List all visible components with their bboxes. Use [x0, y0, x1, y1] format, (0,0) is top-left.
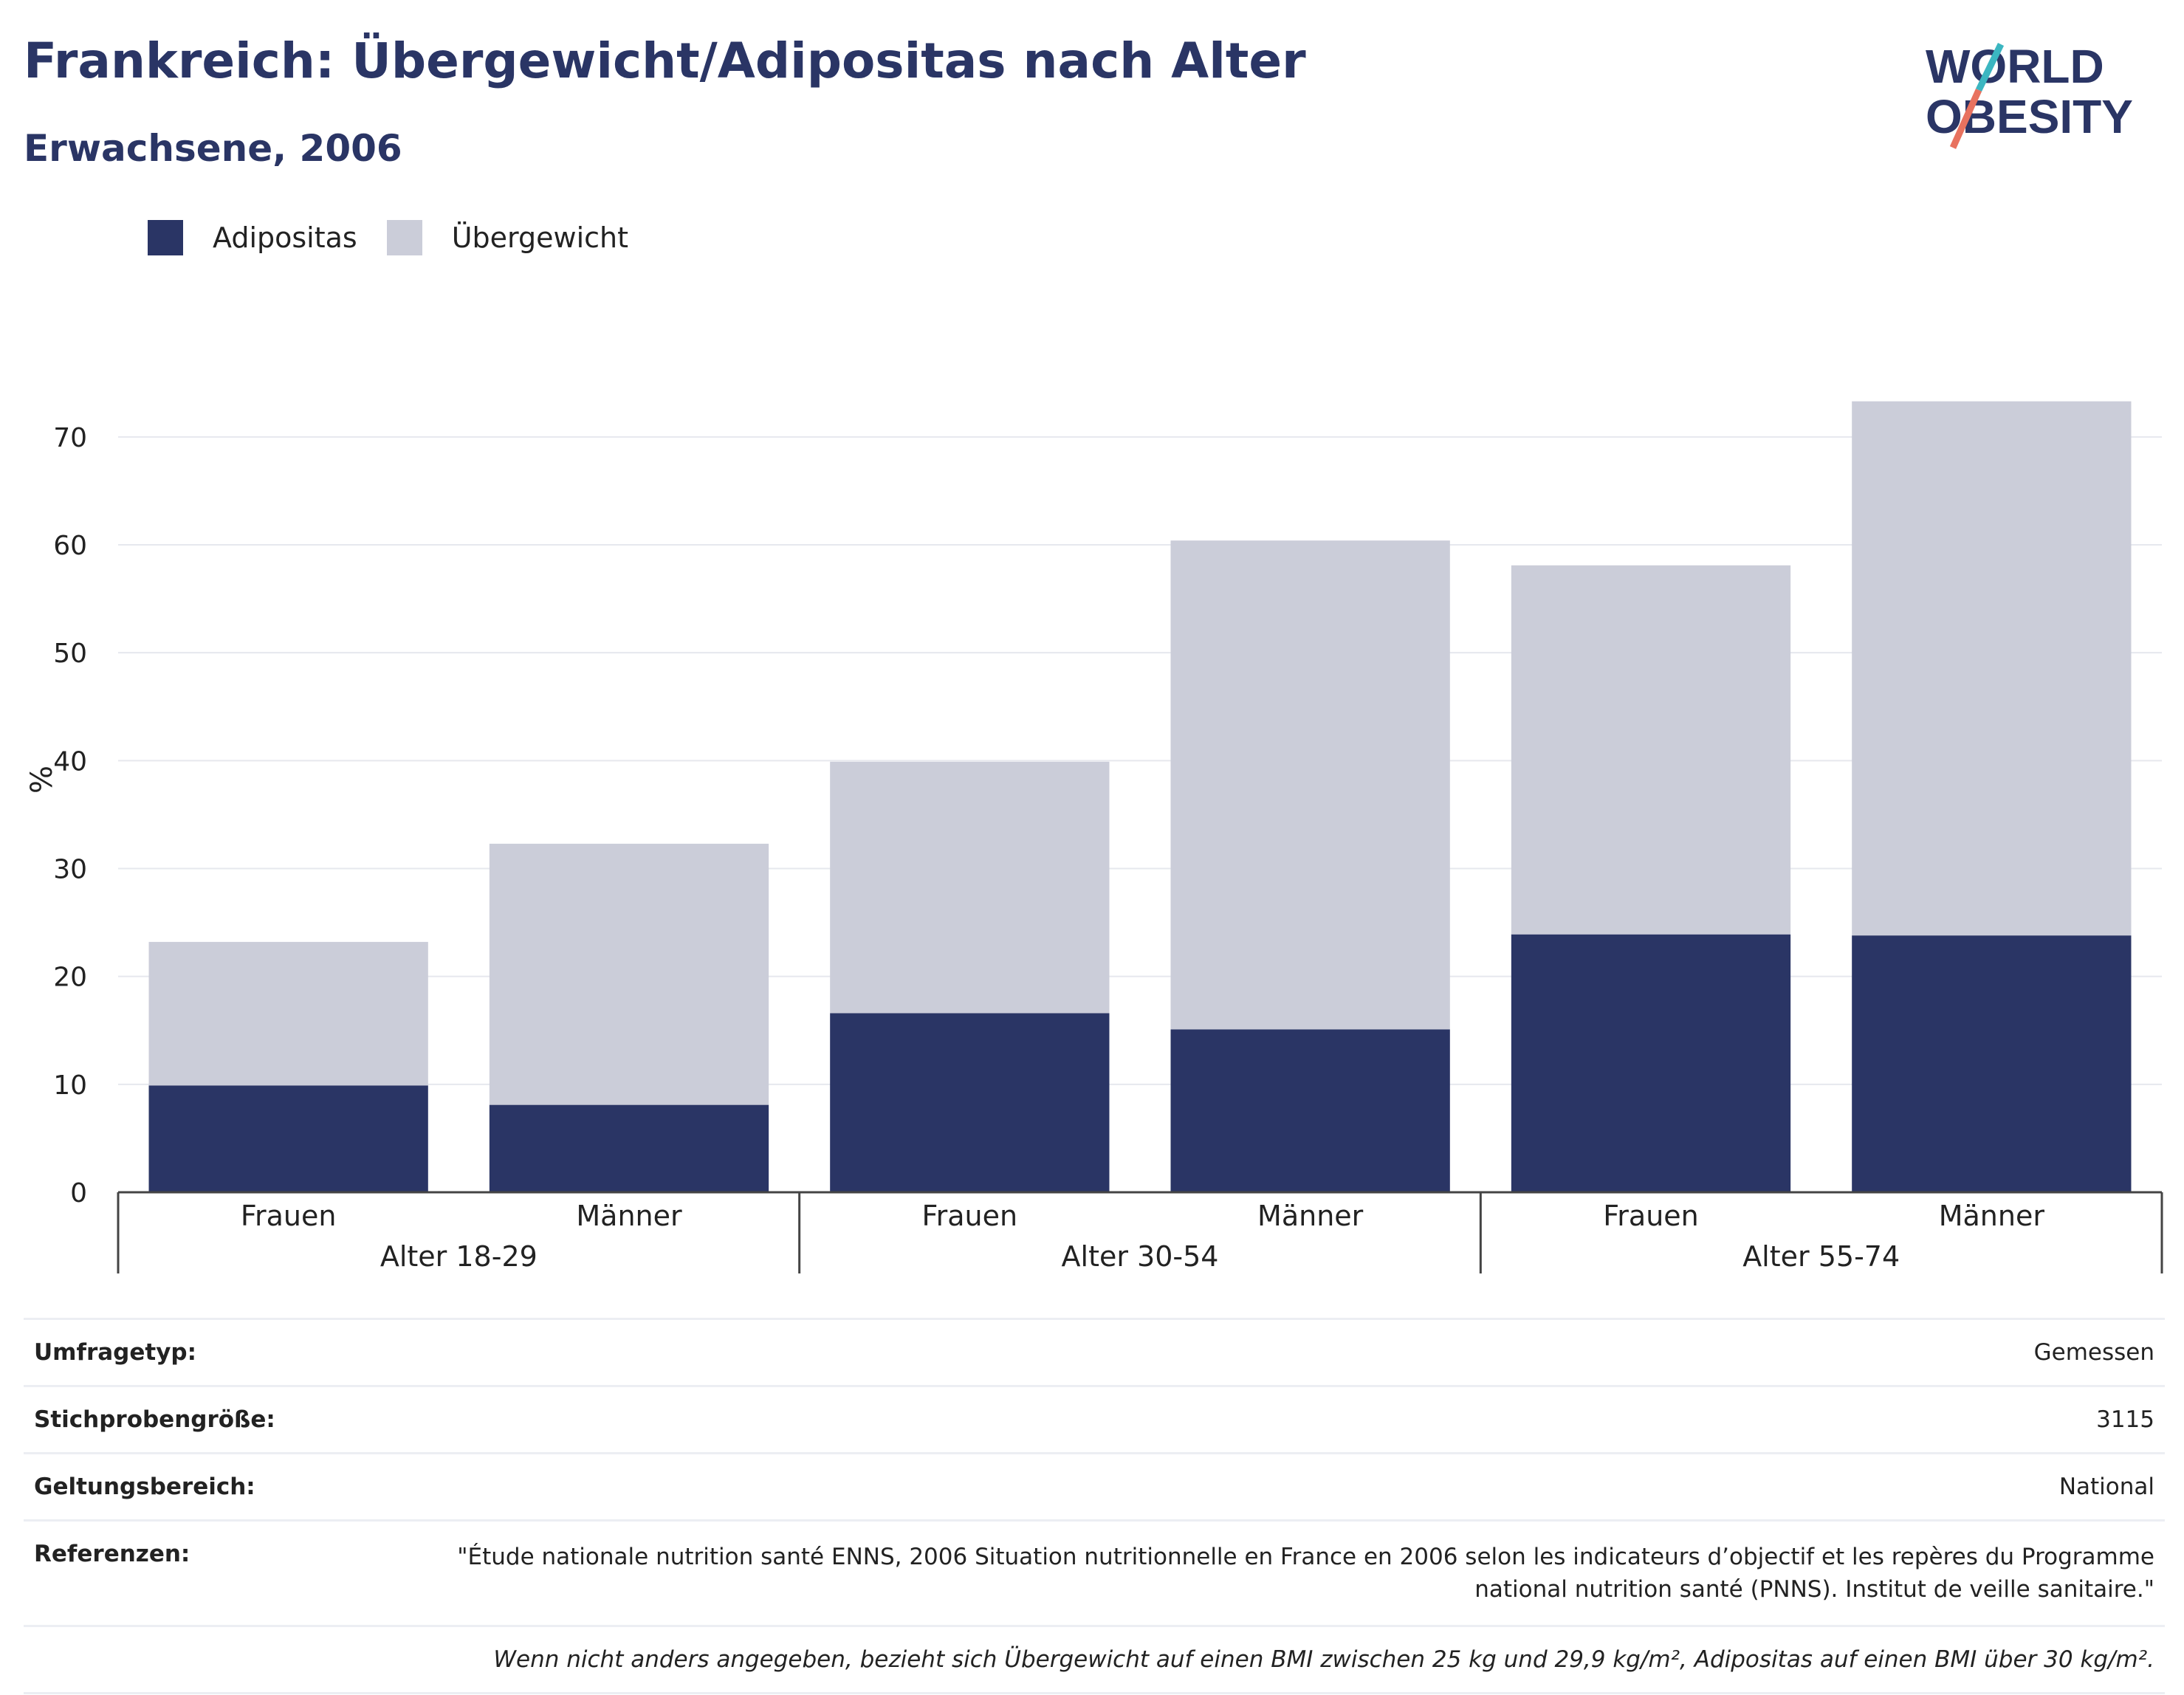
definition-note: Wenn nicht anders angegeben, bezieht sic…	[493, 1646, 2154, 1673]
world-obesity-logo: WORLD OBESITY	[1926, 40, 2133, 149]
bar-adipositas	[148, 1085, 428, 1192]
survey-type-label: Umfragetyp:	[34, 1339, 196, 1366]
references-label: Referenzen:	[34, 1541, 190, 1567]
y-tick-label: 10	[53, 1070, 87, 1101]
y-tick-label: 0	[70, 1178, 87, 1208]
y-tick-label: 30	[53, 855, 87, 885]
bar-adipositas	[1170, 1029, 1450, 1192]
y-tick-label: 50	[53, 639, 87, 669]
survey-type-value: Gemessen	[2033, 1339, 2154, 1366]
bar-uebergewicht	[1170, 540, 1450, 1030]
bar-adipositas	[830, 1013, 1110, 1192]
x-tick-label: Frauen	[1603, 1200, 1699, 1232]
bar-uebergewicht	[1852, 401, 2132, 936]
y-tick-label: 60	[53, 531, 87, 561]
y-tick-label: 40	[53, 746, 87, 777]
scope-label: Geltungsbereich:	[34, 1474, 255, 1500]
legend: Adipositas Übergewicht	[148, 220, 658, 255]
group-label: Alter 55-74	[1742, 1240, 1900, 1273]
y-axis-label: %	[25, 766, 59, 794]
logo-slash-coral	[1949, 89, 1982, 149]
stacked-bar-chart: 0 10 20 30 40 50 60 70% Frauen Männer Frauen Männer…	[25, 401, 2163, 1273]
bar-adipositas	[1511, 934, 1791, 1192]
y-tick-label: 20	[53, 963, 87, 993]
info-row-survey-type: Umfragetyp: Gemessen	[24, 1318, 2165, 1385]
references-value: "Étude nationale nutrition santé ENNS, 2…	[457, 1544, 2154, 1603]
x-tick-label: Männer	[1257, 1200, 1364, 1232]
group-label: Alter 18-29	[380, 1240, 538, 1273]
legend-item-adipositas[interactable]: Adipositas	[148, 220, 357, 255]
bar-uebergewicht	[489, 843, 769, 1105]
legend-swatch-uebergewicht	[386, 220, 422, 255]
logo-slash-teal	[1975, 43, 2005, 92]
chart-subtitle: Erwachsene, 2006	[24, 127, 402, 170]
info-table: Umfragetyp: Gemessen Stichprobengröße: 3…	[24, 1318, 2165, 1694]
info-row-sample-size: Stichprobengröße: 3115	[24, 1385, 2165, 1452]
sample-size-value: 3115	[2096, 1406, 2154, 1433]
bar-uebergewicht	[830, 761, 1110, 1014]
bar-uebergewicht	[1511, 565, 1791, 935]
x-tick-label: Frauen	[922, 1200, 1018, 1232]
sample-size-label: Stichprobengröße:	[34, 1406, 275, 1433]
info-row-references: Referenzen: "Étude nationale nutrition s…	[24, 1519, 2165, 1625]
chart-title: Frankreich: Übergewicht/Adipositas nach …	[24, 32, 1306, 89]
scope-value: National	[2058, 1474, 2154, 1500]
bar-adipositas	[1852, 935, 2132, 1192]
bar-uebergewicht	[148, 941, 428, 1086]
legend-label-adipositas: Adipositas	[213, 221, 357, 254]
bar-adipositas	[489, 1104, 769, 1192]
legend-label-uebergewicht: Übergewicht	[451, 221, 628, 254]
info-row-note: Wenn nicht anders angegeben, bezieht sic…	[24, 1625, 2165, 1694]
legend-swatch-adipositas	[148, 220, 183, 255]
x-tick-label: Frauen	[241, 1200, 337, 1232]
info-row-scope: Geltungsbereich: National	[24, 1452, 2165, 1519]
y-tick-label: 70	[53, 423, 87, 453]
x-tick-label: Männer	[576, 1200, 682, 1232]
legend-item-uebergewicht[interactable]: Übergewicht	[386, 220, 628, 255]
logo-line1: WORLD	[1926, 40, 2104, 93]
x-tick-label: Männer	[1939, 1200, 2045, 1232]
group-label: Alter 30-54	[1062, 1240, 1219, 1273]
